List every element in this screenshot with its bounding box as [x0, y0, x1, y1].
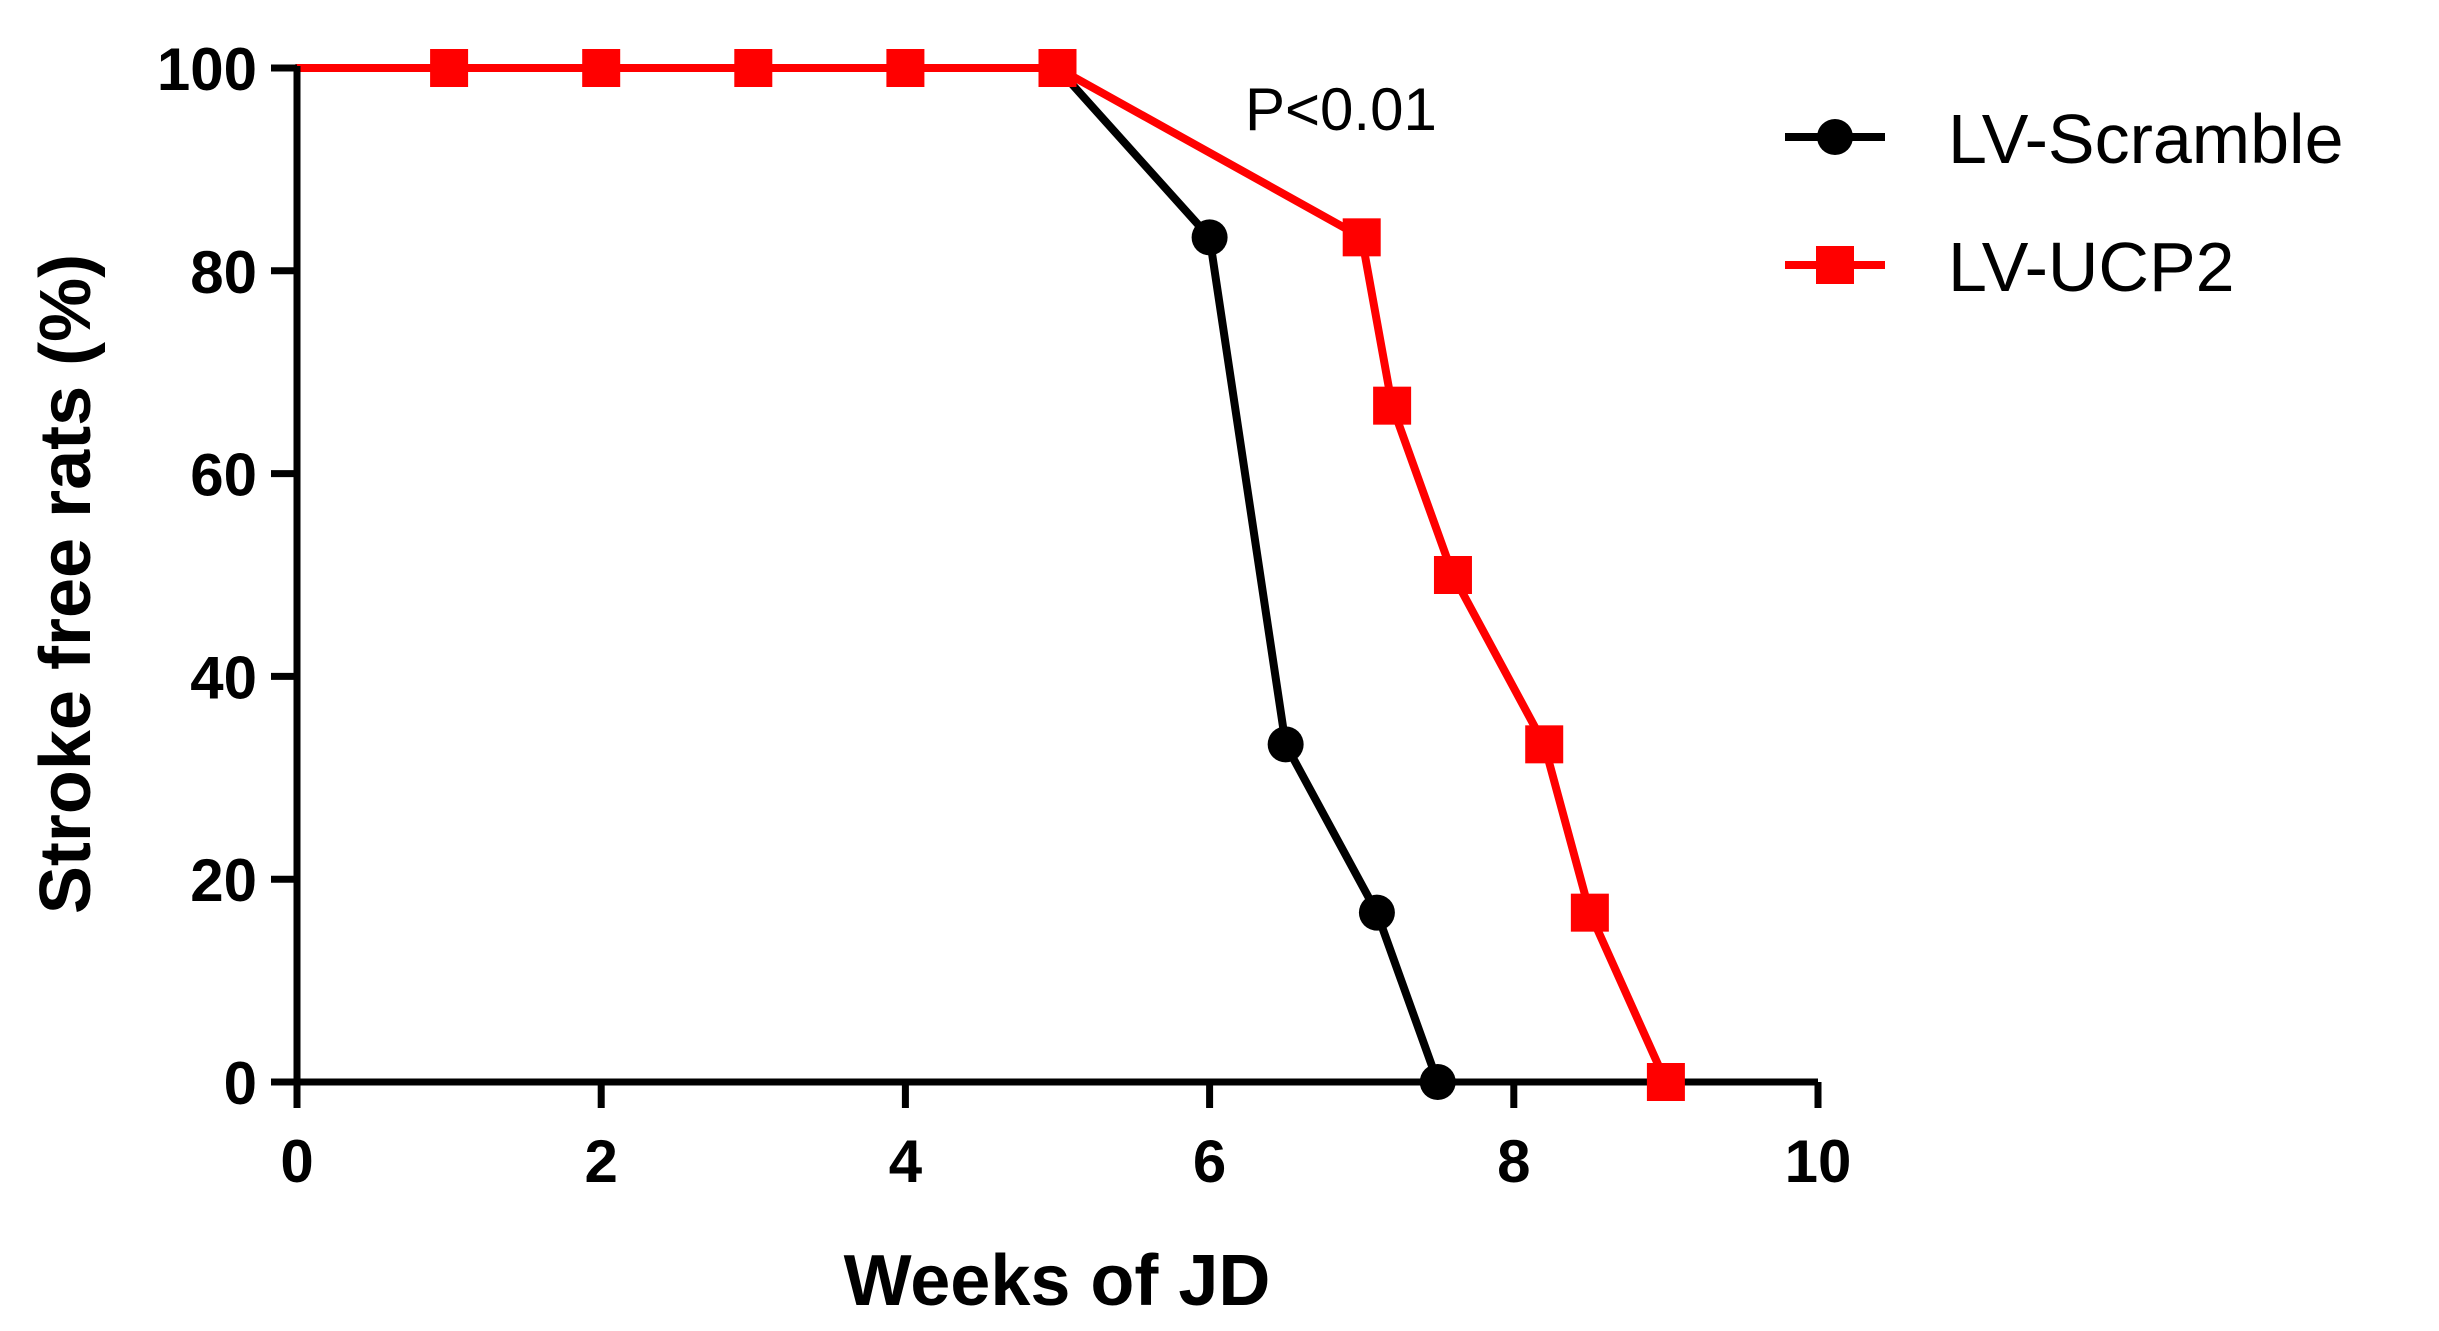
y-tick-label-60: 60 — [190, 442, 257, 509]
legend: LV-Scramble LV-UCP2 — [1785, 100, 2344, 306]
legend-marker-lv-ucp2 — [1816, 246, 1854, 284]
point-lv-ucp2-5 — [1038, 49, 1077, 87]
point-lv-ucp2-8 — [1433, 556, 1472, 594]
axes — [271, 64, 1822, 1108]
legend-label-lv-ucp2: LV-UCP2 — [1948, 228, 2235, 306]
x-tick-label-10: 10 — [1785, 1128, 1852, 1195]
legend-item-lv-ucp2: LV-UCP2 — [1785, 228, 2235, 306]
x-tick-label-8: 8 — [1497, 1128, 1530, 1195]
point-lv-ucp2-1 — [430, 49, 469, 87]
series-line-lv-scramble — [293, 64, 1442, 1086]
point-lv-ucp2-6 — [1342, 218, 1381, 257]
point-lv-ucp2-3 — [734, 49, 773, 87]
x-tick-label-2: 2 — [585, 1128, 618, 1195]
point-lv-ucp2-4 — [886, 49, 925, 87]
point-lv-ucp2-2 — [582, 49, 621, 87]
x-tick-label-0: 0 — [280, 1128, 313, 1195]
x-axis-title: Weeks of JD — [844, 1241, 1271, 1321]
point-lv-scramble-9 — [1419, 1064, 1456, 1100]
point-lv-scramble-6 — [1191, 219, 1228, 256]
x-tick-label-6: 6 — [1193, 1128, 1226, 1195]
y-tick-label-0: 0 — [224, 1050, 257, 1117]
point-lv-ucp2-7 — [1373, 386, 1412, 425]
point-lv-ucp2-11 — [1646, 1063, 1685, 1101]
legend-marker-lv-scramble — [1817, 119, 1853, 155]
x-tick-label-4: 4 — [889, 1128, 923, 1195]
y-tick-label-100: 100 — [157, 36, 257, 103]
series-markers — [430, 49, 1685, 1101]
point-lv-scramble-7 — [1267, 726, 1304, 763]
y-axis-title: Stroke free rats (%) — [26, 254, 106, 914]
legend-item-lv-scramble: LV-Scramble — [1785, 100, 2344, 178]
series-line-lv-ucp2 — [293, 64, 1670, 1086]
point-lv-scramble-8 — [1358, 894, 1395, 931]
p-value-annotation: P<0.01 — [1245, 76, 1437, 143]
point-lv-ucp2-10 — [1570, 893, 1609, 932]
y-tick-label-80: 80 — [190, 239, 257, 306]
point-lv-ucp2-9 — [1525, 725, 1564, 764]
series-lines — [293, 64, 1670, 1086]
y-tick-label-20: 20 — [190, 847, 257, 914]
y-tick-label-40: 40 — [190, 644, 257, 711]
legend-label-lv-scramble: LV-Scramble — [1948, 100, 2344, 178]
